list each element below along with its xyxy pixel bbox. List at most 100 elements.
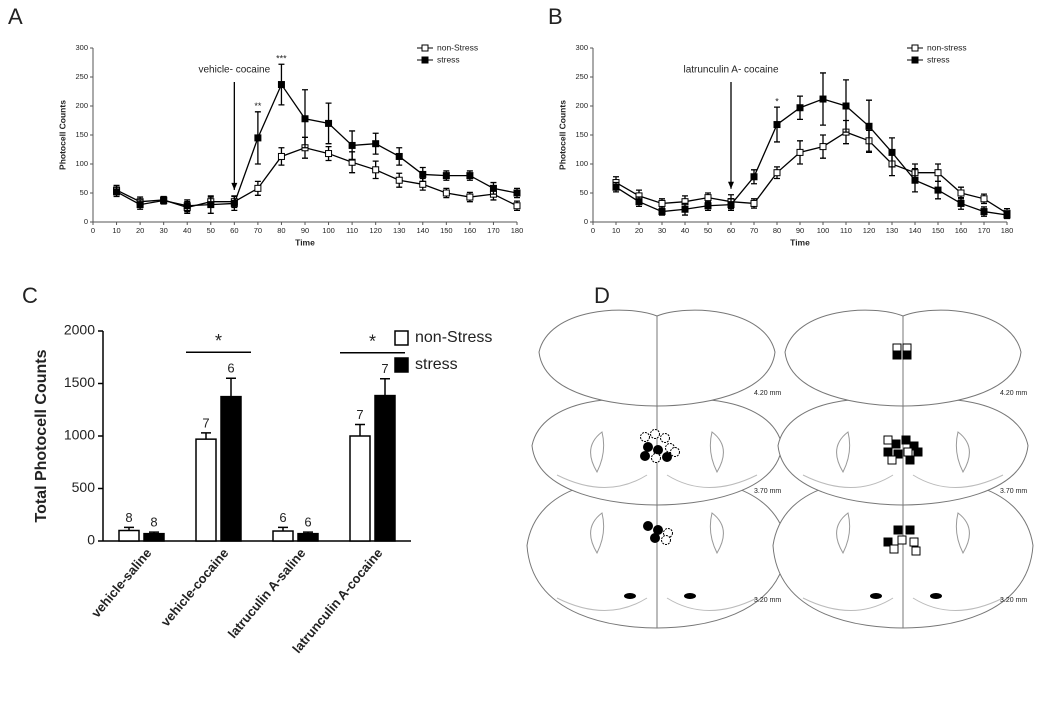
y-tick-label: 250 [75,72,88,81]
y-tick-label: 50 [80,188,88,197]
nucleus [870,593,882,599]
panel-label: A [8,4,23,29]
x-tick-label: 40 [183,226,191,235]
data-point [325,150,333,158]
legend-marker [394,357,409,373]
ventricle [590,512,724,555]
placement-marker [883,435,893,445]
tract [556,474,758,488]
placement-marker [651,453,661,463]
data-point [277,81,285,89]
legend-label: non-Stress [437,42,478,52]
y-tick-label: 1000 [64,427,95,443]
data-point [819,95,827,103]
x-tick-label: 30 [159,226,167,235]
data-point [348,141,356,149]
x-tick-label: 140 [909,226,922,235]
data-point [704,202,712,210]
level-label: 3.20 mm [1000,597,1027,604]
data-point [888,148,896,156]
series-line [116,147,518,209]
data-point [957,189,965,197]
x-tick-label: 180 [511,226,524,235]
legend-marker [911,44,919,52]
data-point [183,202,191,210]
significance: * [369,332,376,352]
legend-label: non-Stress [415,329,492,346]
data-point [612,183,620,191]
error-bar [380,378,390,396]
x-tick-label: 50 [207,226,215,235]
x-tick-label: 0 [591,226,595,235]
placement-marker [887,455,897,465]
x-tick-label: 10 [112,226,120,235]
x-tick-label: 90 [796,226,804,235]
placement-marker [883,447,893,457]
data-point [395,176,403,184]
placement-marker [660,433,670,443]
bar [272,530,294,542]
placement-marker [883,537,893,547]
data-point [727,201,735,209]
data-point [957,199,965,207]
placement-marker [893,525,903,535]
data-point [442,172,450,180]
data-point [658,199,666,207]
bar [195,438,217,542]
x-tick-label: 0 [91,226,95,235]
y-tick-label: 500 [72,479,96,495]
nucleus [930,593,942,599]
data-point [796,104,804,112]
legend-marker [421,56,429,64]
data-point [489,184,497,192]
placement-marker [650,429,660,439]
level-label: 3.70 mm [754,488,781,495]
placement-marker [897,535,907,545]
placement-marker [892,350,902,360]
data-point [911,176,919,184]
panel-label: D [594,283,610,308]
x-tick-label: 120 [369,226,382,235]
n-label: 8 [125,510,132,525]
data-point [842,102,850,110]
data-point [419,170,427,178]
placement-marker [643,521,653,531]
n-label: 7 [381,361,388,376]
data-point [681,205,689,213]
y-tick-label: 300 [75,43,88,52]
y-tick-label: 150 [75,130,88,139]
bar [349,435,371,542]
legend-label: non-stress [927,42,967,52]
data-point [325,119,333,127]
bar [374,394,396,542]
level-label: 4.20 mm [754,390,781,397]
significance: ** [254,101,262,111]
error-bar [201,432,211,440]
ventricle [590,431,724,474]
y-tick-label: 100 [75,159,88,168]
x-tick-label: 50 [704,226,712,235]
legend-label: stress [437,54,460,64]
x-tick-label: 110 [840,226,852,235]
placement-marker [905,525,915,535]
data-point [513,189,521,197]
annotation: vehicle- cocaine [198,65,270,76]
nucleus [624,593,636,599]
error-bar [226,377,236,397]
data-point [513,202,521,210]
x-tick-label: 120 [863,226,876,235]
x-tick-label: 80 [277,226,285,235]
tract [556,597,758,611]
nucleus [684,593,696,599]
x-tick-label: 60 [727,226,735,235]
placement-marker [909,537,919,547]
data-point [230,199,238,207]
placement-marker [670,447,680,457]
legend-label: stress [927,54,950,64]
data-point [934,169,942,177]
data-point [160,197,168,205]
placement-marker [640,432,650,442]
x-tick-label: 10 [612,226,620,235]
placement-marker [903,447,913,457]
x-tick-label: 60 [230,226,238,235]
